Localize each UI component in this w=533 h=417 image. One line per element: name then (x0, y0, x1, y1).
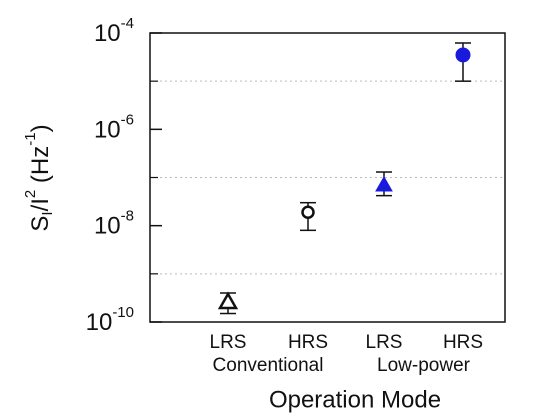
y-tick-label: 10-6 (94, 111, 134, 143)
plot-frame (149, 32, 506, 323)
y-tick-exponent: -6 (121, 111, 134, 128)
y-tick-base: 10 (94, 20, 121, 47)
y-tick-exponent: -4 (121, 15, 134, 32)
point (455, 47, 471, 63)
y-tick-base: 10 (94, 213, 121, 240)
group-label: Low-power (377, 355, 471, 376)
y-label-part: S (27, 216, 54, 232)
y-tick-base: 10 (94, 117, 121, 144)
y-tick-exponent: -8 (121, 208, 134, 225)
x-tick-label: LRS (366, 332, 403, 353)
point (217, 291, 239, 310)
y-label-part: I (39, 211, 56, 215)
y-tick-label: 10-4 (94, 15, 134, 47)
x-tick-label: LRS (210, 332, 247, 353)
y-label-part: ) (27, 124, 54, 132)
x-axis-label: Operation Mode (269, 386, 441, 413)
x-tick-label: HRS (443, 332, 483, 353)
point (301, 205, 315, 219)
group-label: Conventional (213, 355, 324, 376)
y-label-part: /I (27, 198, 54, 211)
y-axis-label: SI/I2 (Hz-1) (22, 124, 56, 231)
x-tick-label: HRS (288, 332, 328, 353)
y-tick-label: 10-8 (94, 208, 134, 240)
y-tick-label: 10-10 (86, 304, 134, 336)
y-tick-exponent: -10 (112, 304, 134, 321)
y-tick-base: 10 (86, 309, 113, 336)
y-label-part: (Hz (27, 146, 54, 190)
point (375, 175, 393, 192)
y-label-part: 2 (22, 190, 39, 198)
y-label-part: -1 (22, 132, 39, 145)
